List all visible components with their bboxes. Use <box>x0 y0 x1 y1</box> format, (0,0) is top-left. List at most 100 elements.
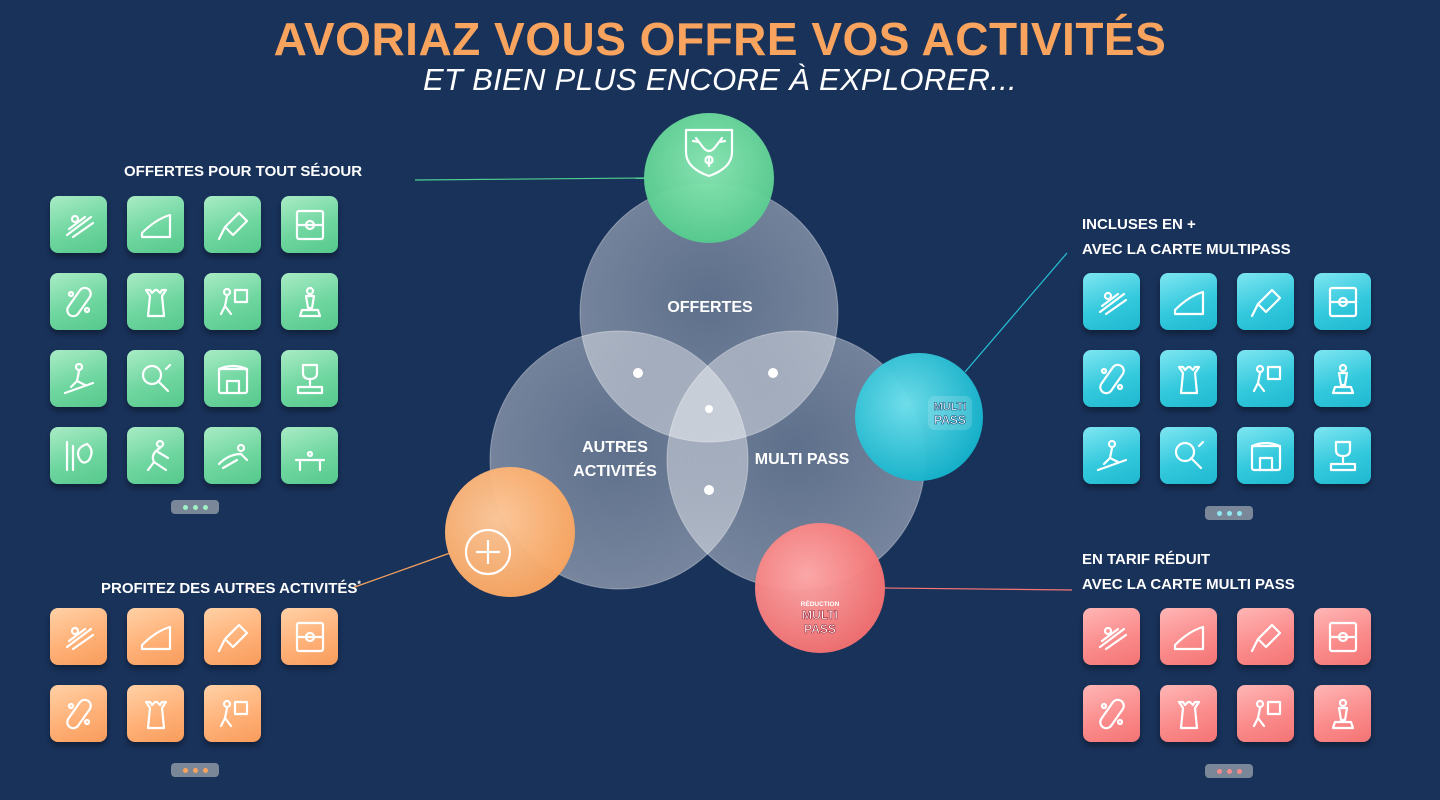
venn-dot-1 <box>633 368 643 378</box>
sledding-icon <box>65 214 94 238</box>
activity-tile[interactable] <box>50 427 107 484</box>
activity-tile[interactable] <box>1160 427 1217 484</box>
spa-face-icon <box>1173 625 1204 650</box>
section-label-autres: PROFITEZ DES AUTRES ACTIVITÉS* <box>101 572 361 601</box>
skate-ramp-icon <box>140 213 171 238</box>
activity-tile[interactable] <box>1237 685 1294 742</box>
football-field-icon <box>295 209 324 240</box>
svg-text:MULTI: MULTI <box>802 608 838 622</box>
activity-tile[interactable] <box>1314 685 1371 742</box>
activity-tile[interactable] <box>1237 273 1294 330</box>
trophy-podium-icon <box>296 363 323 394</box>
activity-tile[interactable] <box>204 273 261 330</box>
bowling-icon <box>1252 699 1281 727</box>
section-label-autres-text: PROFITEZ DES AUTRES ACTIVITÉS <box>101 580 358 597</box>
venn-label-offertes: OFFERTES <box>667 299 753 316</box>
activity-tile[interactable] <box>204 350 261 407</box>
grid-autres <box>50 608 338 742</box>
activity-tile[interactable] <box>204 196 261 253</box>
activity-tile[interactable] <box>281 608 338 665</box>
page-subtitle: ET BIEN PLUS ENCORE À EXPLORER... <box>423 62 1017 97</box>
connector-incluses <box>964 252 1068 373</box>
venn-dot-2 <box>768 368 778 378</box>
golf-icon <box>1250 623 1281 652</box>
activity-tile[interactable] <box>50 685 107 742</box>
activity-tile[interactable] <box>204 427 261 484</box>
activity-tile[interactable] <box>127 685 184 742</box>
badge-circle-cyan <box>855 353 983 481</box>
statue-icon <box>298 286 321 317</box>
activity-tile[interactable] <box>127 350 184 407</box>
section-label-reduit-line1: EN TARIF RÉDUIT <box>1082 551 1211 568</box>
activity-tile[interactable] <box>1083 350 1140 407</box>
activity-tile[interactable] <box>127 196 184 253</box>
activity-tile[interactable] <box>1160 608 1217 665</box>
more-offertes-button[interactable] <box>171 500 219 514</box>
venn-dot-3 <box>705 405 713 413</box>
activity-tile[interactable] <box>1314 427 1371 484</box>
more-autres-button[interactable] <box>171 763 219 777</box>
activity-tile[interactable] <box>1237 608 1294 665</box>
venn-label-autres-line2: ACTIVITÉS <box>573 463 657 480</box>
section-label-offertes: OFFERTES POUR TOUT SÉJOUR <box>124 163 363 180</box>
activity-tile[interactable] <box>204 608 261 665</box>
deer-shield-icon <box>684 128 734 178</box>
activity-tile[interactable] <box>1083 685 1140 742</box>
mountain-bike-icon <box>144 700 167 729</box>
chess-rook-icon <box>144 288 167 317</box>
svg-text:PASS: PASS <box>804 622 836 636</box>
kart-icon <box>219 699 248 727</box>
asterisk-mark: * <box>357 579 361 589</box>
activity-tile[interactable] <box>281 196 338 253</box>
venn-label-multipass: MULTI PASS <box>754 451 850 468</box>
activity-tile[interactable] <box>1083 608 1140 665</box>
activity-tile[interactable] <box>127 427 184 484</box>
more-incluses-button[interactable] <box>1205 506 1253 520</box>
horse-riding-icon <box>217 623 248 652</box>
activity-tile[interactable] <box>50 273 107 330</box>
activity-tile[interactable] <box>50 608 107 665</box>
inflatable-castle-icon <box>217 364 248 394</box>
activity-tile[interactable] <box>1237 350 1294 407</box>
activity-tile[interactable] <box>281 427 338 484</box>
bicycle-icon <box>1098 626 1127 650</box>
activity-tile[interactable] <box>1083 273 1140 330</box>
horse-icon <box>1328 621 1357 652</box>
venn-label-autres: AUTRES ACTIVITÉS <box>555 436 675 484</box>
activity-tile[interactable] <box>204 685 261 742</box>
activity-tile[interactable] <box>1160 273 1217 330</box>
squash-icon <box>1252 364 1281 392</box>
multipass-logo-icon: MULTI PASS <box>928 396 972 430</box>
activity-tile[interactable] <box>1314 350 1371 407</box>
svg-text:PASS: PASS <box>934 413 966 427</box>
zipline-icon <box>1098 698 1125 729</box>
section-label-reduit-line2: AVEC LA CARTE MULTI PASS <box>1082 576 1295 593</box>
sand-bucket-icon <box>1328 286 1357 317</box>
trampoline-icon <box>1173 290 1204 315</box>
activity-tile[interactable] <box>1237 427 1294 484</box>
reduction-multipass-logo-icon: RÉDUCTION MULTI PASS <box>801 599 840 636</box>
canyoning-icon <box>140 625 171 650</box>
activity-tile[interactable] <box>50 196 107 253</box>
activity-tile[interactable] <box>1314 608 1371 665</box>
section-label-reduit: EN TARIF RÉDUIT AVEC LA CARTE MULTI PASS <box>1082 547 1295 597</box>
activity-tile[interactable] <box>50 350 107 407</box>
activity-tile[interactable] <box>281 273 338 330</box>
skateboard-icon <box>65 286 92 317</box>
badge-circle-green <box>644 113 774 243</box>
activity-tile[interactable] <box>1160 350 1217 407</box>
activity-tile[interactable] <box>1083 427 1140 484</box>
activity-tile[interactable] <box>1160 685 1217 742</box>
gymnastics-icon <box>146 439 169 471</box>
activity-tile[interactable] <box>127 608 184 665</box>
padel-icon <box>1331 363 1354 394</box>
table-icon <box>294 450 325 471</box>
pool-palm-icon <box>1098 291 1127 315</box>
activity-tile[interactable] <box>127 273 184 330</box>
venn-label-autres-line1: AUTRES <box>582 439 648 456</box>
activity-tile[interactable] <box>281 350 338 407</box>
farm-tractor-icon <box>65 698 92 729</box>
more-reduit-button[interactable] <box>1205 764 1253 778</box>
section-label-incluses-line1: INCLUSES EN + <box>1082 216 1196 233</box>
activity-tile[interactable] <box>1314 273 1371 330</box>
